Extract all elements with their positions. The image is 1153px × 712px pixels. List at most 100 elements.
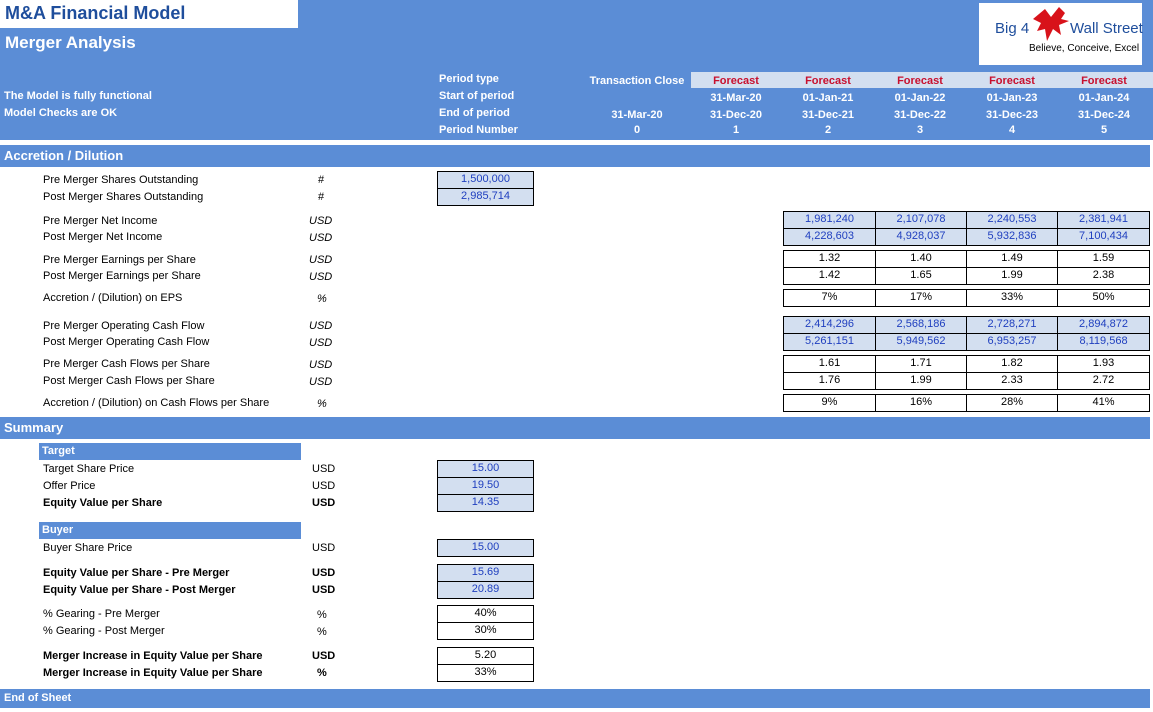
value-cell[interactable]: 1.65	[875, 267, 967, 285]
value-cell[interactable]: 50%	[1057, 289, 1150, 307]
row-unit: USD	[309, 215, 333, 227]
value-cell[interactable]: 1.61	[783, 355, 876, 373]
row-unit: USD	[309, 337, 333, 349]
value-cell[interactable]: 1.93	[1057, 355, 1150, 373]
eagle-icon	[1033, 7, 1069, 41]
value-cell[interactable]: 2,240,553	[966, 211, 1058, 229]
value-cell[interactable]: 2.33	[966, 372, 1058, 390]
value-cell[interactable]: 4,228,603	[783, 228, 876, 246]
logo: Big 4 Wall Street Believe, Conceive, Exc…	[979, 3, 1143, 65]
value-cell[interactable]: 1.59	[1057, 250, 1150, 268]
value-cell[interactable]: 4,928,037	[875, 228, 967, 246]
input-cell[interactable]: 15.00	[437, 539, 534, 557]
row-label: Equity Value per Share - Pre Merger	[43, 567, 230, 579]
value-cell[interactable]: 2,728,271	[966, 316, 1058, 334]
input-cell[interactable]: 1,500,000	[437, 171, 534, 189]
row-label: Pre Merger Cash Flows per Share	[43, 358, 210, 370]
input-cell[interactable]: 19.50	[437, 477, 534, 495]
value-cell[interactable]: 7,100,434	[1057, 228, 1150, 246]
value-cell[interactable]: 1.49	[966, 250, 1058, 268]
value-cell[interactable]: 5,932,836	[966, 228, 1058, 246]
row-label: Merger Increase in Equity Value per Shar…	[43, 667, 263, 679]
period-end: 31-Dec-23	[986, 109, 1038, 121]
value-cell[interactable]: 1,981,240	[783, 211, 876, 229]
value-cell[interactable]: 1.40	[875, 250, 967, 268]
value-cell[interactable]: 5,261,151	[783, 333, 876, 351]
period-end: 31-Dec-21	[802, 109, 854, 121]
value-cell[interactable]: 8,119,568	[1057, 333, 1150, 351]
section-summary: Summary	[0, 417, 1150, 439]
row-label: Pre Merger Earnings per Share	[43, 254, 196, 266]
value-cell[interactable]: 1.76	[783, 372, 876, 390]
row-label: Offer Price	[43, 480, 96, 492]
row-label: Accretion / (Dilution) on Cash Flows per…	[43, 397, 270, 409]
end-of-sheet: End of Sheet	[4, 692, 72, 704]
value-cell[interactable]: 17%	[875, 289, 967, 307]
period-end: 31-Dec-22	[894, 109, 946, 121]
row-label: % Gearing - Pre Merger	[43, 608, 160, 620]
value-cell[interactable]: 40%	[437, 605, 534, 623]
period-type: Forecast	[1081, 75, 1127, 87]
value-cell[interactable]: 14.35	[437, 494, 534, 512]
row-unit: USD	[312, 584, 336, 596]
section-accretion-dilution: Accretion / Dilution	[0, 145, 1150, 167]
row-unit: %	[317, 626, 327, 638]
value-cell[interactable]: 9%	[783, 394, 876, 412]
value-cell[interactable]: 1.32	[783, 250, 876, 268]
value-cell[interactable]: 1.99	[875, 372, 967, 390]
end-period-label: End of period	[439, 107, 510, 119]
row-unit: USD	[312, 542, 336, 554]
value-cell[interactable]: 15.69	[437, 564, 534, 582]
period-start: 01-Jan-21	[802, 92, 854, 104]
value-cell[interactable]: 16%	[875, 394, 967, 412]
period-type-label: Period type	[439, 73, 499, 85]
row-label: % Gearing - Post Merger	[43, 625, 165, 637]
row-label: Post Merger Net Income	[43, 231, 163, 243]
period-type: Forecast	[897, 75, 943, 87]
value-cell[interactable]: 2,414,296	[783, 316, 876, 334]
period-start: 01-Jan-22	[894, 92, 946, 104]
value-cell[interactable]: 7%	[783, 289, 876, 307]
period-number: 1	[732, 124, 740, 136]
page-title: M&A Financial Model	[5, 3, 186, 23]
value-cell[interactable]: 2,568,186	[875, 316, 967, 334]
value-cell[interactable]: 33%	[966, 289, 1058, 307]
value-cell[interactable]: 33%	[437, 664, 534, 682]
value-cell[interactable]: 2.72	[1057, 372, 1150, 390]
logo-text-2: Wall Street	[1070, 20, 1143, 37]
row-label: Buyer Share Price	[43, 542, 133, 554]
value-cell[interactable]: 28%	[966, 394, 1058, 412]
input-cell[interactable]: 2,985,714	[437, 188, 534, 206]
value-cell[interactable]: 2,894,872	[1057, 316, 1150, 334]
row-label: Post Merger Cash Flows per Share	[43, 375, 215, 387]
value-cell[interactable]: 30%	[437, 622, 534, 640]
transaction-close-label: Transaction Close	[589, 75, 685, 87]
row-unit: %	[317, 667, 327, 679]
input-cell[interactable]: 15.00	[437, 460, 534, 478]
page-subtitle: Merger Analysis	[5, 33, 136, 52]
period-number: 4	[1008, 124, 1016, 136]
value-cell[interactable]: 1.71	[875, 355, 967, 373]
value-cell[interactable]: 5.20	[437, 647, 534, 665]
value-cell[interactable]: 5,949,562	[875, 333, 967, 351]
value-cell[interactable]: 1.99	[966, 267, 1058, 285]
target-subheader: Target	[39, 443, 301, 460]
value-cell[interactable]: 2.38	[1057, 267, 1150, 285]
row-unit: USD	[312, 497, 336, 509]
period-type: Forecast	[989, 75, 1035, 87]
value-cell[interactable]: 2,381,941	[1057, 211, 1150, 229]
end-of-sheet-band	[0, 689, 1150, 708]
value-cell[interactable]: 41%	[1057, 394, 1150, 412]
value-cell[interactable]: 20.89	[437, 581, 534, 599]
value-cell[interactable]: 1.42	[783, 267, 876, 285]
period-start: 01-Jan-24	[1078, 92, 1130, 104]
row-label: Equity Value per Share	[43, 497, 163, 509]
period-number: 5	[1100, 124, 1108, 136]
row-label: Post Merger Earnings per Share	[43, 270, 201, 282]
value-cell[interactable]: 1.82	[966, 355, 1058, 373]
row-unit: %	[317, 398, 327, 410]
value-cell[interactable]: 2,107,078	[875, 211, 967, 229]
row-label: Pre Merger Shares Outstanding	[43, 174, 199, 186]
period-type: Forecast	[805, 75, 851, 87]
value-cell[interactable]: 6,953,257	[966, 333, 1058, 351]
